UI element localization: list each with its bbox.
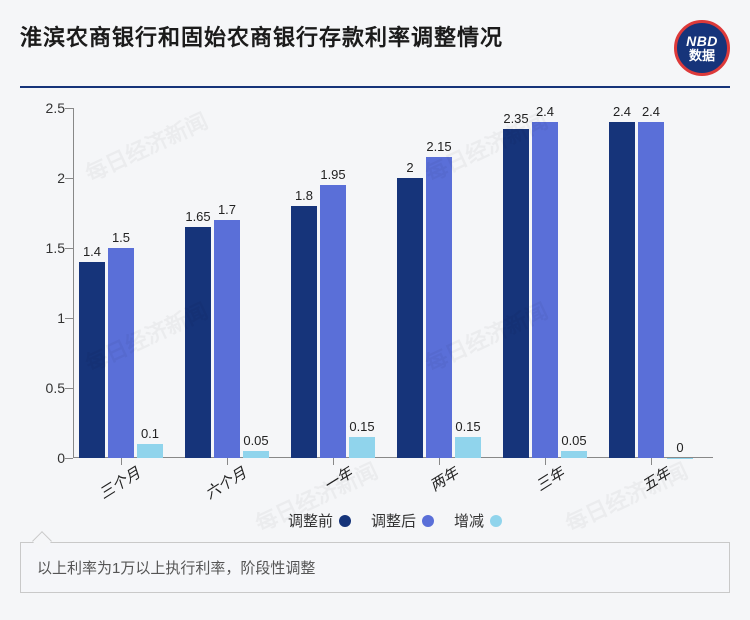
bar-value-label: 2.15 <box>426 139 452 154</box>
bar: 2 <box>397 178 423 458</box>
logo-text-bottom: 数据 <box>689 49 715 63</box>
y-tick-label: 0.5 <box>29 380 65 396</box>
bar: 2.15 <box>426 157 452 458</box>
bar-value-label: 0.05 <box>561 433 587 448</box>
bar: 2.4 <box>609 122 635 458</box>
legend-item: 调整前 <box>288 510 351 531</box>
y-tick-label: 0 <box>29 450 65 466</box>
bar: 0.15 <box>455 437 481 458</box>
bar-value-label: 1.7 <box>214 202 240 217</box>
x-tick-label: 一年 <box>294 462 356 512</box>
legend-color-dot <box>490 515 502 527</box>
x-tick-label: 三个月 <box>82 462 144 512</box>
x-tick <box>227 458 228 465</box>
plot-area: 00.511.522.51.41.50.11.651.70.051.81.950… <box>73 108 713 458</box>
x-tick <box>439 458 440 465</box>
bar-value-label: 2.4 <box>532 104 558 119</box>
x-tick-label: 五年 <box>612 462 674 512</box>
x-tick <box>545 458 546 465</box>
chart-header: 淮滨农商银行和固始农商银行存款利率调整情况 NBD 数据 <box>20 20 730 88</box>
y-tick <box>65 108 73 109</box>
bar-group: 22.150.15 <box>397 108 481 458</box>
footnote-text: 以上利率为1万以上执行利率，阶段性调整 <box>37 560 315 577</box>
legend-label: 调整后 <box>371 510 416 531</box>
bar: 1.4 <box>79 262 105 458</box>
footnote-pointer <box>32 531 52 551</box>
bar-value-label: 0.05 <box>243 433 269 448</box>
bar-group: 1.41.50.1 <box>79 108 163 458</box>
bar-value-label: 2 <box>397 160 423 175</box>
bar: 0.1 <box>137 444 163 458</box>
legend-color-dot <box>339 515 351 527</box>
legend-label: 增减 <box>454 510 484 531</box>
y-tick <box>65 248 73 249</box>
x-tick <box>121 458 122 465</box>
bar: 1.5 <box>108 248 134 458</box>
bar: 1.7 <box>214 220 240 458</box>
bar: 0.15 <box>349 437 375 458</box>
bar-value-label: 2.4 <box>609 104 635 119</box>
logo-text-top: NBD <box>686 34 718 49</box>
footnote-box: 以上利率为1万以上执行利率，阶段性调整 <box>20 542 730 593</box>
bar: 1.65 <box>185 227 211 458</box>
bar: 2.35 <box>503 129 529 458</box>
bar: 0.05 <box>561 451 587 458</box>
bar-value-label: 0.15 <box>349 419 375 434</box>
x-tick-label: 两年 <box>400 462 462 512</box>
y-tick-label: 1 <box>29 310 65 326</box>
bar: 2.4 <box>532 122 558 458</box>
bar-value-label: 1.5 <box>108 230 134 245</box>
y-tick <box>65 458 73 459</box>
x-tick <box>333 458 334 465</box>
bar-group: 2.352.40.05 <box>503 108 587 458</box>
y-tick <box>65 178 73 179</box>
bar-value-label: 2.4 <box>638 104 664 119</box>
bar-value-label: 1.4 <box>79 244 105 259</box>
legend: 调整前 调整后 增减 <box>20 510 750 531</box>
bar-group: 2.42.40 <box>609 108 693 458</box>
bar-value-label: 1.95 <box>320 167 346 182</box>
y-tick-label: 2 <box>29 170 65 186</box>
bar-value-label: 0.1 <box>137 426 163 441</box>
bar-value-label: 0 <box>667 440 693 455</box>
nbd-logo: NBD 数据 <box>674 20 730 76</box>
bar: 0.05 <box>243 451 269 458</box>
bar-chart: 00.511.522.51.41.50.11.651.70.051.81.950… <box>25 98 725 518</box>
chart-title: 淮滨农商银行和固始农商银行存款利率调整情况 <box>20 20 503 52</box>
bar: 1.95 <box>320 185 346 458</box>
x-tick-label: 六个月 <box>188 462 250 512</box>
bar-group: 1.81.950.15 <box>291 108 375 458</box>
bar-value-label: 1.8 <box>291 188 317 203</box>
bar: 2.4 <box>638 122 664 458</box>
bar-value-label: 0.15 <box>455 419 481 434</box>
x-tick <box>651 458 652 465</box>
bar: 0 <box>667 458 693 459</box>
legend-item: 增减 <box>454 510 502 531</box>
legend-item: 调整后 <box>371 510 434 531</box>
y-tick-label: 2.5 <box>29 100 65 116</box>
y-tick <box>65 388 73 389</box>
bar-value-label: 1.65 <box>185 209 211 224</box>
y-axis <box>73 108 74 458</box>
bar-value-label: 2.35 <box>503 111 529 126</box>
x-tick-label: 三年 <box>506 462 568 512</box>
legend-color-dot <box>422 515 434 527</box>
y-tick-label: 1.5 <box>29 240 65 256</box>
legend-label: 调整前 <box>288 510 333 531</box>
bar: 1.8 <box>291 206 317 458</box>
y-tick <box>65 318 73 319</box>
bar-group: 1.651.70.05 <box>185 108 269 458</box>
